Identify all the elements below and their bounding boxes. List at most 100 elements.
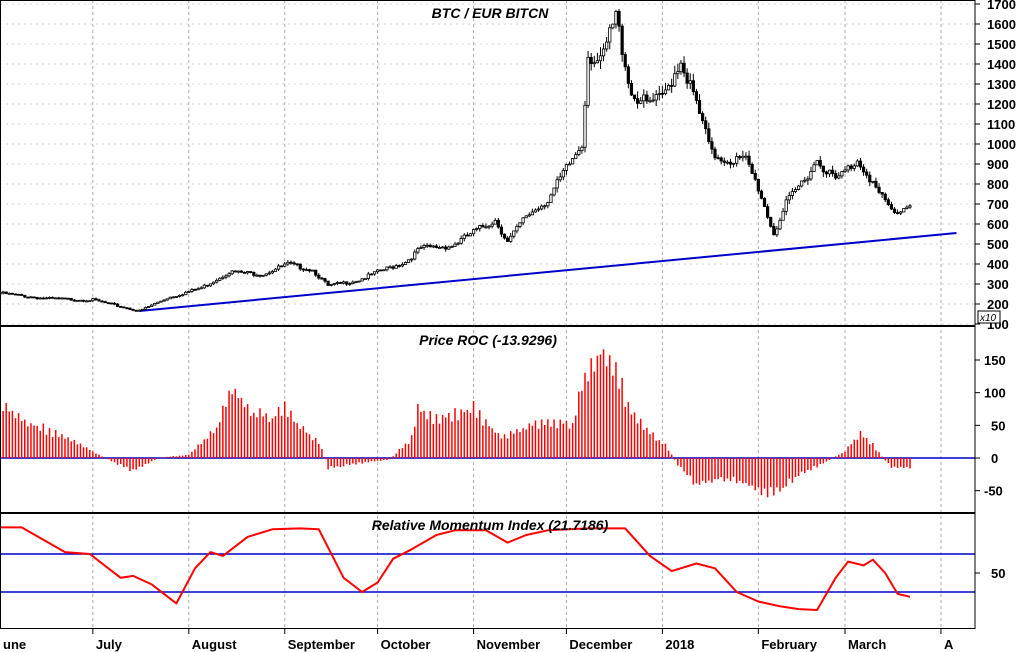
price-y-tick-label: 1000 bbox=[987, 137, 1016, 152]
candle-body bbox=[762, 197, 767, 208]
candle-body bbox=[441, 246, 445, 249]
candle-body bbox=[447, 246, 451, 250]
x-tick-label: February bbox=[761, 637, 817, 652]
panel-frame bbox=[0, 326, 976, 513]
candle-body bbox=[317, 274, 321, 279]
candle-body bbox=[654, 94, 658, 101]
candle-body bbox=[413, 251, 417, 260]
candle-body bbox=[431, 245, 435, 248]
candle-body bbox=[221, 276, 225, 279]
candle-body bbox=[462, 234, 466, 239]
candle-body bbox=[831, 169, 835, 174]
candle-body bbox=[273, 268, 278, 272]
candle-body bbox=[883, 193, 887, 201]
candle-body bbox=[116, 303, 120, 307]
candle-body bbox=[852, 165, 856, 169]
candle-body bbox=[388, 266, 392, 269]
candle-body bbox=[790, 191, 794, 196]
candle-body bbox=[725, 161, 729, 164]
candle-body bbox=[889, 204, 894, 210]
candle-body bbox=[595, 60, 599, 64]
candle-body bbox=[156, 301, 160, 304]
candle-body bbox=[648, 100, 652, 103]
candle-body bbox=[818, 160, 822, 167]
candle-body bbox=[676, 71, 680, 75]
candle-body bbox=[536, 208, 541, 211]
candle-body bbox=[416, 248, 420, 253]
candle-body bbox=[434, 245, 439, 249]
candle-body bbox=[190, 289, 194, 292]
candle-body bbox=[304, 269, 309, 272]
candle-body bbox=[128, 307, 132, 310]
candle-body bbox=[295, 263, 299, 266]
candle-body bbox=[94, 298, 98, 301]
candle-body bbox=[543, 205, 547, 208]
candles bbox=[0, 8, 912, 312]
candle-body bbox=[249, 271, 253, 273]
candle-body bbox=[524, 215, 528, 219]
candle-body bbox=[843, 169, 847, 172]
candle-body bbox=[821, 165, 825, 173]
candle-body bbox=[592, 62, 596, 65]
candle-body bbox=[168, 296, 172, 300]
candle-body bbox=[382, 269, 386, 272]
candle-body bbox=[896, 212, 900, 214]
candle-body bbox=[227, 273, 231, 277]
candle-body bbox=[301, 268, 305, 271]
frame bbox=[0, 0, 976, 629]
candle-body bbox=[75, 299, 79, 302]
candle-body bbox=[781, 210, 785, 221]
candle-body bbox=[577, 150, 581, 155]
candle-body bbox=[112, 302, 117, 305]
candle-body bbox=[338, 282, 343, 284]
candle-body bbox=[376, 269, 380, 273]
candle-body bbox=[193, 289, 197, 291]
price-y-tick-label: 600 bbox=[987, 217, 1009, 232]
candle-body bbox=[679, 62, 683, 73]
candle-body bbox=[134, 309, 138, 312]
candle-body bbox=[345, 281, 349, 285]
roc-y-tick-label: 150 bbox=[984, 353, 1006, 368]
candle-body bbox=[605, 41, 609, 50]
x-tick-label: March bbox=[848, 637, 886, 652]
candle-body bbox=[7, 292, 11, 295]
candle-body bbox=[242, 271, 247, 274]
candle-body bbox=[314, 269, 318, 276]
candle-body bbox=[72, 299, 76, 302]
candle-body bbox=[351, 281, 355, 285]
price-y-tick-label: 1400 bbox=[987, 57, 1016, 72]
candle-body bbox=[620, 25, 624, 55]
candle-body bbox=[722, 160, 726, 163]
rmi-line bbox=[0, 526, 911, 611]
candle-body bbox=[66, 297, 70, 300]
candle-body bbox=[119, 306, 123, 308]
candle-body bbox=[567, 163, 572, 166]
candle-body bbox=[694, 91, 699, 101]
candle-body bbox=[181, 294, 185, 297]
candle-body bbox=[753, 173, 757, 180]
candle-body bbox=[834, 173, 838, 179]
candle-body bbox=[555, 179, 559, 189]
candle-body bbox=[478, 225, 482, 229]
candle-body bbox=[614, 10, 618, 25]
candle-body bbox=[403, 262, 408, 265]
candle-body bbox=[738, 156, 742, 159]
candle-body bbox=[1, 291, 5, 294]
candle-body bbox=[137, 309, 141, 312]
candle-body bbox=[131, 308, 135, 311]
candle-body bbox=[78, 299, 83, 302]
candle-body bbox=[756, 178, 760, 192]
candle-body bbox=[363, 278, 367, 280]
candle-body bbox=[41, 297, 45, 300]
candle-body bbox=[69, 297, 73, 301]
candle-body bbox=[530, 211, 534, 216]
candle-body bbox=[670, 84, 674, 87]
candle-body bbox=[475, 228, 479, 231]
price-y-tick-label: 1300 bbox=[987, 77, 1016, 92]
candle-body bbox=[493, 219, 497, 225]
candle-body bbox=[125, 307, 129, 310]
candle-body bbox=[806, 178, 810, 181]
candle-body bbox=[196, 288, 200, 291]
candle-body bbox=[759, 190, 764, 199]
candle-body bbox=[38, 297, 42, 300]
